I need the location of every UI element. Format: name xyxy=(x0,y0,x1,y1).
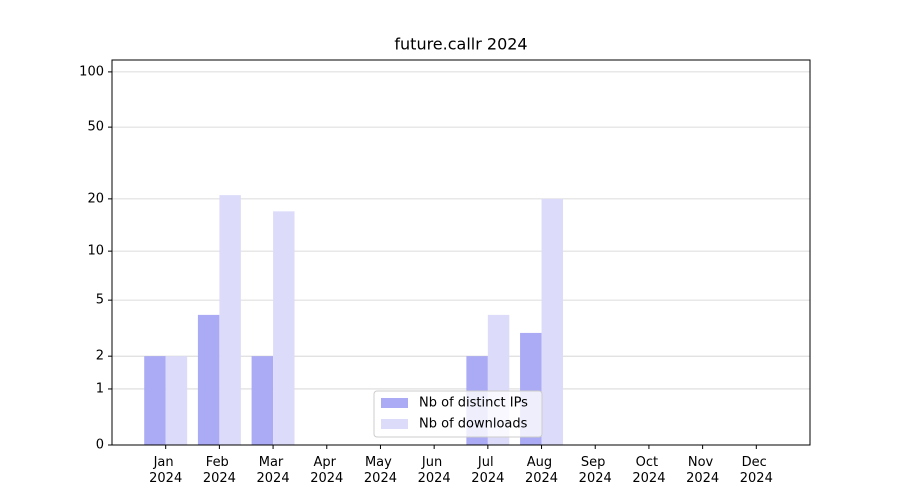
x-tick-label: Jun 2024 xyxy=(418,455,451,486)
x-tick-label: Jan 2024 xyxy=(149,455,182,486)
chart-title: future.callr 2024 xyxy=(394,35,527,54)
bar xyxy=(219,195,241,445)
x-tick-label: Sep 2024 xyxy=(579,455,612,486)
plot-frame xyxy=(111,59,811,446)
x-tick-label: Feb 2024 xyxy=(203,455,236,486)
x-tick-label: Jul 2024 xyxy=(471,455,504,486)
bar xyxy=(197,314,220,445)
y-tick-label: 10 xyxy=(87,244,104,259)
bar xyxy=(251,356,274,445)
y-tick-label: 100 xyxy=(79,64,104,79)
y-tick-label: 50 xyxy=(87,120,104,135)
legend-label: Nb of downloads xyxy=(419,417,528,432)
y-tick-label: 0 xyxy=(96,438,104,453)
x-tick-label: Nov 2024 xyxy=(686,455,719,486)
legend-swatch xyxy=(381,398,408,408)
legend-swatch xyxy=(381,419,408,429)
y-tick-label: 2 xyxy=(96,349,104,364)
x-tick-label: Apr 2024 xyxy=(310,455,343,486)
y-tick-label: 5 xyxy=(96,293,104,308)
x-tick-label: May 2024 xyxy=(364,455,397,486)
x-tick-label: Oct 2024 xyxy=(632,455,665,486)
y-tick-label: 20 xyxy=(87,191,104,206)
bar xyxy=(273,211,295,445)
x-tick-label: Dec 2024 xyxy=(740,455,773,486)
x-tick-label: Mar 2024 xyxy=(257,455,290,486)
y-tick-label: 1 xyxy=(96,381,104,396)
x-tick-label: Aug 2024 xyxy=(525,455,558,486)
legend-box xyxy=(373,390,543,438)
bar xyxy=(165,356,188,445)
bar xyxy=(144,356,166,445)
bar xyxy=(541,198,564,445)
legend-label: Nb of distinct IPs xyxy=(419,396,528,411)
